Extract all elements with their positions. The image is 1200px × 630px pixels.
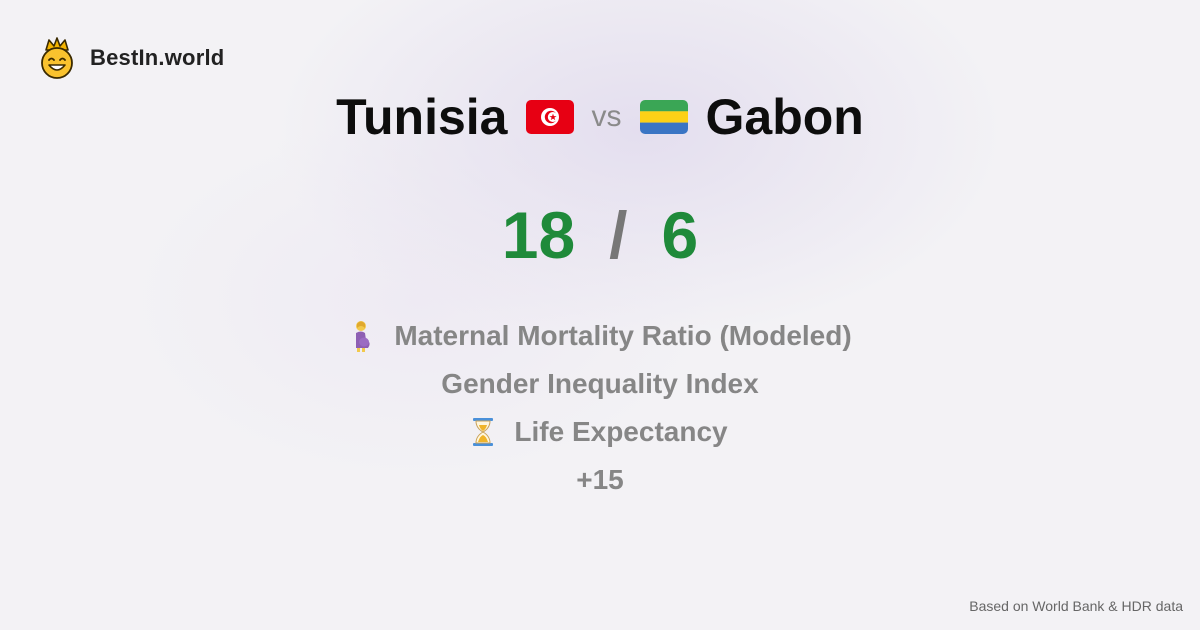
metric-item[interactable]: +15 bbox=[0, 456, 1200, 504]
metric-item[interactable]: Maternal Mortality Ratio (Modeled) bbox=[0, 312, 1200, 360]
score-a: 18 bbox=[501, 198, 576, 272]
country-a-name[interactable]: Tunisia bbox=[336, 89, 508, 145]
score: 18 / 6 bbox=[0, 195, 1200, 275]
metric-item[interactable]: Life Expectancy bbox=[0, 408, 1200, 456]
metric-label: Life Expectancy bbox=[514, 416, 728, 447]
metric-label: Maternal Mortality Ratio (Modeled) bbox=[394, 320, 852, 351]
score-b: 6 bbox=[661, 198, 699, 272]
metric-more-count: +15 bbox=[576, 464, 624, 495]
data-source-note: Based on World Bank & HDR data bbox=[969, 598, 1183, 614]
comparison-title: Tunisia vs Gabon bbox=[0, 84, 1200, 150]
country-b-name[interactable]: Gabon bbox=[705, 89, 864, 145]
metric-label: Gender Inequality Index bbox=[441, 368, 759, 399]
vs-label: vs bbox=[591, 100, 622, 133]
gabon-flag-icon bbox=[639, 100, 688, 134]
pregnant-woman-icon bbox=[356, 321, 370, 352]
metric-item[interactable]: Gender Inequality Index bbox=[0, 360, 1200, 408]
smiling-crowned-face-icon bbox=[41, 37, 73, 79]
brand-name: BestIn.world bbox=[90, 45, 225, 70]
brand-logo[interactable]: BestIn.world bbox=[38, 36, 224, 80]
tunisia-flag-icon bbox=[525, 100, 574, 134]
score-separator: / bbox=[609, 198, 628, 272]
hourglass-icon bbox=[473, 418, 494, 446]
metrics-list: Maternal Mortality Ratio (Modeled) Gende… bbox=[0, 312, 1200, 504]
